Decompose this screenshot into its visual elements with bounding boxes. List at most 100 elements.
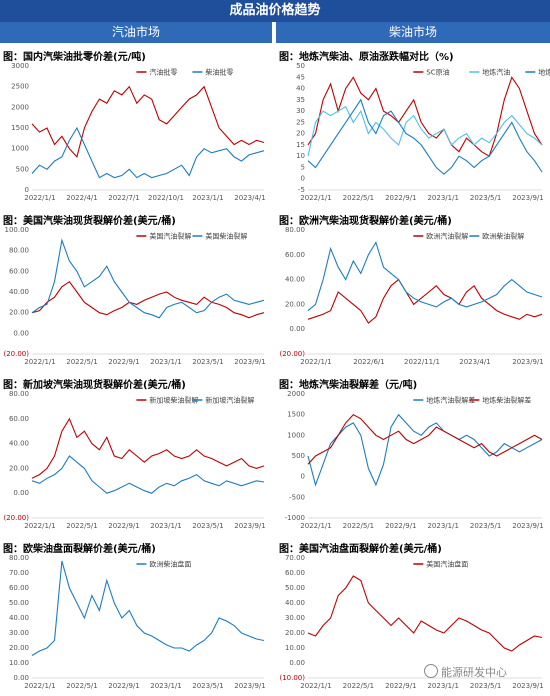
x-tick-label: 2022/5/1 <box>66 682 97 690</box>
chart-svg: 0.00 10.00 20.00 30.00 40.00 50.00 60.00 70.00 8… <box>9 554 266 690</box>
x-tick-label: 2023/5/1 <box>470 682 501 690</box>
x-tick-label: 2023/9/1 <box>512 194 543 202</box>
x-tick-label: 2023/5/1 <box>192 682 223 690</box>
chart-panel: 图：美国汽柴油现货裂解价差(美元/桶) (20.00) 0.00 20.00 40.0… <box>0 210 272 370</box>
y-tick-label: 45 <box>296 73 305 81</box>
x-tick-label: 2023/9/1 <box>512 358 543 366</box>
y-tick-label: 2000 <box>287 390 305 398</box>
y-tick-label: 40.00 <box>9 440 29 448</box>
x-tick-label: 2022/9/1 <box>385 682 416 690</box>
x-tick-label: 2022/9/1 <box>108 522 139 530</box>
y-tick-label: 60.00 <box>9 584 29 592</box>
x-tick-label: 2022/9/1 <box>385 522 416 530</box>
x-tick-label: 2022/4/1 <box>66 194 97 202</box>
legend-label: 欧洲柴油盘面 <box>149 560 191 569</box>
x-tick-label: 2023/5/1 <box>470 194 501 202</box>
legend-label: 美国柴油裂解 <box>205 232 247 241</box>
y-tick-label: -1000 <box>285 514 305 522</box>
x-tick-label: 2022/5/1 <box>343 682 374 690</box>
series-line <box>31 280 265 319</box>
chart-svg: (20.00) 0.00 20.00 40.00 60.00 80.00 2022/1/1 2… <box>3 390 265 530</box>
section-header-diesel: 柴油市场 <box>276 22 550 43</box>
x-tick-label: 2022/1/1 <box>300 358 331 366</box>
chart-panel: 图：地炼汽柴油、原油涨跌幅对比（%) -5 0 5 10 15 20 25 30 35 40 45 5… <box>276 46 550 206</box>
chart-svg: (20.00) 0.00 20.00 40.00 60.00 80.00 2022/1/1 2… <box>279 226 543 366</box>
chart-panel: 图：地炼汽柴油裂解差（元/吨) -1000 -500 0 500 1000 1500 200… <box>276 374 550 534</box>
x-tick-label: 2023/5/1 <box>192 522 223 530</box>
y-tick-label: -5 <box>298 186 305 194</box>
series-line <box>31 560 265 656</box>
y-tick-label: 60.00 <box>285 569 305 577</box>
y-tick-label: 20.00 <box>285 300 305 308</box>
x-tick-label: 2022/9/1 <box>108 682 139 690</box>
y-tick-label: 30 <box>296 107 305 115</box>
y-tick-label: 5 <box>301 163 305 171</box>
x-tick-label: 2023/1/1 <box>192 194 223 202</box>
y-tick-label: 3000 <box>11 62 29 70</box>
chart-svg: 0 500 1000 1500 2000 2500 3000 2022/1/1 2022/4/1… <box>11 62 266 202</box>
series-line <box>307 575 543 652</box>
y-tick-label: (10.00) <box>279 674 305 682</box>
legend-label: 欧洲柴油裂解 <box>482 232 524 241</box>
x-tick-label: 2023/4/1 <box>234 194 265 202</box>
x-tick-label: 2022/6/1 <box>353 358 384 366</box>
y-tick-label: 1000 <box>11 145 29 153</box>
legend-label: 新加坡柴油裂解 <box>149 396 198 405</box>
x-tick-label: 2023/1/1 <box>150 522 181 530</box>
chart-panel: 图：欧洲汽柴油现货裂解价差(美元/桶) (20.00) 0.00 20.00 40.0… <box>276 210 550 370</box>
x-tick-label: 2023/9/1 <box>234 358 265 366</box>
x-tick-label: 2022/9/1 <box>385 194 416 202</box>
chart-panel: 图：新加坡汽柴油现货裂解价差(美元/桶) (20.00) 0.00 20.00 40.… <box>0 374 272 534</box>
legend-label: 地炼汽油裂解差 <box>426 396 475 405</box>
y-tick-label: 70.00 <box>285 554 305 562</box>
legend-label: 地炼柴油 <box>538 68 550 77</box>
y-tick-label: 80.00 <box>285 226 305 234</box>
x-tick-label: 2023/5/1 <box>470 522 501 530</box>
x-tick-label: 2022/9/1 <box>108 358 139 366</box>
chart-title: 图：欧洲汽柴油现货裂解价差(美元/桶) <box>279 216 452 227</box>
x-tick-label: 2022/5/1 <box>343 522 374 530</box>
y-tick-label: 20.00 <box>9 644 29 652</box>
series-line <box>307 105 543 157</box>
series-line <box>31 126 265 179</box>
y-tick-label: 1500 <box>287 411 305 419</box>
x-tick-label: 2023/9/1 <box>512 682 543 690</box>
y-tick-label: 40.00 <box>9 288 29 296</box>
series-line <box>307 414 543 465</box>
y-tick-label: 20 <box>296 130 305 138</box>
y-tick-label: 50.00 <box>9 599 29 607</box>
legend-label: 汽油批零 <box>149 68 177 77</box>
y-tick-label: 20.00 <box>285 629 305 637</box>
y-tick-label: 40.00 <box>285 599 305 607</box>
y-tick-label: 1500 <box>11 124 29 132</box>
chart-panel: 图：国内汽柴油批零价差(元/吨) 0 500 1000 1500 2000 2500 300… <box>0 46 272 206</box>
y-tick-label: 50.00 <box>285 584 305 592</box>
x-tick-label: 2022/1/1 <box>24 682 55 690</box>
x-tick-label: 2023/1/1 <box>427 682 458 690</box>
y-tick-label: 500 <box>292 452 305 460</box>
x-tick-label: 2022/1/1 <box>24 522 55 530</box>
series-line <box>307 278 543 324</box>
x-tick-label: 2023/9/1 <box>512 522 543 530</box>
series-line <box>31 238 265 319</box>
series-line <box>307 413 543 487</box>
legend-label: 新加坡汽油裂解 <box>205 396 254 405</box>
series-line <box>307 98 543 175</box>
x-tick-label: 2023/1/1 <box>150 358 181 366</box>
x-tick-label: 2023/1/1 <box>427 194 458 202</box>
series-line <box>307 76 543 158</box>
y-tick-label: 40 <box>296 85 305 93</box>
legend-label: 美国汽油盘面 <box>426 560 468 569</box>
page-banner: 成品油价格趋势 <box>0 0 550 22</box>
x-tick-label: 2022/1/1 <box>300 194 331 202</box>
y-tick-label: 20.00 <box>9 464 29 472</box>
y-tick-label: 30.00 <box>9 629 29 637</box>
x-tick-label: 2022/1/1 <box>300 522 331 530</box>
legend-label: 地炼汽油 <box>482 68 510 77</box>
series-line <box>31 417 265 479</box>
y-tick-label: -500 <box>289 493 305 501</box>
chart-panel: 图：美国汽油盘面裂解价差(美元/桶) (10.00) 0.00 10.00 20.00… <box>276 538 550 694</box>
chart-title: 图：国内汽柴油批零价差(元/吨) <box>3 52 146 63</box>
legend-label: 地炼柴油裂解差 <box>482 396 531 405</box>
y-tick-label: (20.00) <box>279 350 305 358</box>
